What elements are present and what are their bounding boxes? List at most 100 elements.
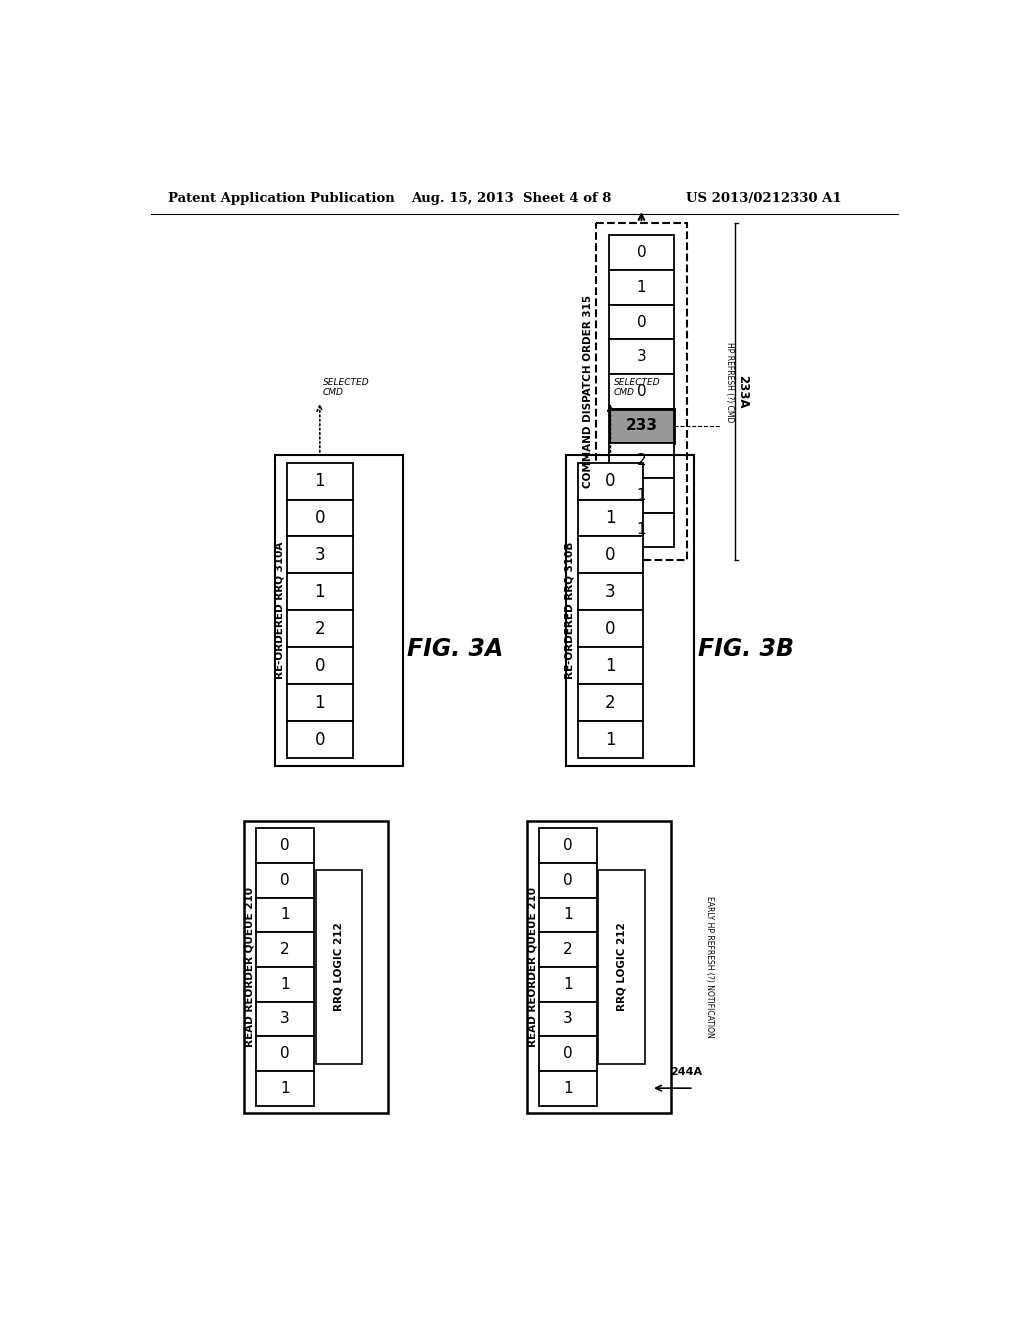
Text: 0: 0 — [605, 620, 615, 638]
Bar — [527, 821, 671, 1113]
Text: 1: 1 — [605, 510, 615, 527]
Bar — [578, 499, 643, 536]
Bar — [287, 684, 352, 721]
Text: 0: 0 — [637, 384, 646, 399]
Text: 0: 0 — [605, 546, 615, 564]
Text: 244A: 244A — [670, 1067, 702, 1077]
Bar — [578, 610, 643, 647]
Bar — [275, 455, 403, 766]
Bar — [287, 647, 352, 684]
Bar — [608, 409, 675, 444]
Text: READ REORDER QUEUE 210: READ REORDER QUEUE 210 — [527, 887, 538, 1047]
Bar — [256, 863, 314, 898]
Text: FIG. 3B: FIG. 3B — [697, 636, 794, 661]
Bar — [287, 610, 352, 647]
Text: 1: 1 — [605, 657, 615, 675]
Text: 0: 0 — [314, 657, 325, 675]
Text: SELECTED
CMD: SELECTED CMD — [323, 378, 370, 397]
Bar — [256, 966, 314, 1002]
Bar — [596, 223, 687, 560]
Bar — [287, 499, 352, 536]
Text: 0: 0 — [281, 873, 290, 888]
Text: READ REORDER QUEUE 210: READ REORDER QUEUE 210 — [245, 887, 255, 1047]
Text: 233A: 233A — [736, 375, 750, 408]
Text: 0: 0 — [281, 838, 290, 853]
Text: 0: 0 — [563, 873, 572, 888]
Text: HP REFRESH (?) CMD: HP REFRESH (?) CMD — [725, 342, 734, 422]
Text: 2: 2 — [281, 942, 290, 957]
Bar — [256, 932, 314, 966]
Bar — [578, 721, 643, 758]
Bar — [578, 536, 643, 573]
Bar — [539, 1071, 597, 1106]
Text: 2: 2 — [314, 620, 326, 638]
Bar — [287, 721, 352, 758]
Text: 3: 3 — [563, 1011, 572, 1027]
Text: 1: 1 — [605, 731, 615, 748]
Bar — [608, 305, 675, 339]
Text: 0: 0 — [314, 510, 325, 527]
Text: RE-ORDERED RRQ 310B: RE-ORDERED RRQ 310B — [565, 541, 574, 678]
Text: 0: 0 — [637, 314, 646, 330]
Text: FIG. 3A: FIG. 3A — [407, 636, 503, 661]
Bar — [608, 235, 675, 271]
Text: 1: 1 — [281, 977, 290, 991]
Text: RRQ LOGIC 212: RRQ LOGIC 212 — [616, 923, 627, 1011]
Bar — [539, 863, 597, 898]
Text: 0: 0 — [281, 1045, 290, 1061]
Bar — [256, 1071, 314, 1106]
Text: SELECTED
CMD: SELECTED CMD — [613, 378, 660, 397]
Bar — [287, 462, 352, 499]
Bar — [608, 512, 675, 548]
Bar — [539, 1036, 597, 1071]
Bar — [256, 898, 314, 932]
Bar — [578, 684, 643, 721]
Text: 1: 1 — [563, 1081, 572, 1096]
Bar — [608, 478, 675, 512]
Bar — [287, 573, 352, 610]
Bar — [315, 870, 362, 1064]
Bar — [256, 1036, 314, 1071]
Text: 2: 2 — [605, 694, 615, 711]
Bar — [539, 898, 597, 932]
Text: 3: 3 — [314, 546, 326, 564]
Bar — [256, 829, 314, 863]
Text: 1: 1 — [314, 583, 326, 601]
Bar — [608, 374, 675, 409]
Text: EARLY HP REFRESH (?) NOTIFICATION: EARLY HP REFRESH (?) NOTIFICATION — [706, 896, 715, 1038]
Text: 1: 1 — [637, 523, 646, 537]
Bar — [608, 271, 675, 305]
Text: RE-ORDERED RRQ 310A: RE-ORDERED RRQ 310A — [274, 541, 284, 678]
Text: 3: 3 — [280, 1011, 290, 1027]
Text: 233: 233 — [626, 418, 657, 433]
Text: 0: 0 — [314, 731, 325, 748]
Bar — [287, 536, 352, 573]
Bar — [566, 455, 693, 766]
Text: 1: 1 — [314, 694, 326, 711]
Bar — [539, 966, 597, 1002]
Text: 1: 1 — [637, 488, 646, 503]
Text: Aug. 15, 2013  Sheet 4 of 8: Aug. 15, 2013 Sheet 4 of 8 — [411, 191, 611, 205]
Bar — [578, 647, 643, 684]
Bar — [598, 870, 645, 1064]
Text: 1: 1 — [563, 907, 572, 923]
Text: 0: 0 — [563, 1045, 572, 1061]
Text: 0: 0 — [563, 838, 572, 853]
Bar — [539, 829, 597, 863]
Text: COMMAND DISPATCH ORDER 315: COMMAND DISPATCH ORDER 315 — [584, 294, 593, 488]
Text: 1: 1 — [281, 1081, 290, 1096]
Bar — [539, 932, 597, 966]
Bar — [256, 1002, 314, 1036]
Text: 3: 3 — [605, 583, 615, 601]
Bar — [578, 462, 643, 499]
Text: 0: 0 — [637, 246, 646, 260]
Bar — [578, 573, 643, 610]
Bar — [608, 444, 675, 478]
Text: 1: 1 — [281, 907, 290, 923]
Bar — [539, 1002, 597, 1036]
Text: RRQ LOGIC 212: RRQ LOGIC 212 — [334, 923, 344, 1011]
Text: 0: 0 — [605, 473, 615, 490]
Text: 3: 3 — [637, 350, 646, 364]
Text: 1: 1 — [314, 473, 326, 490]
Bar — [245, 821, 388, 1113]
